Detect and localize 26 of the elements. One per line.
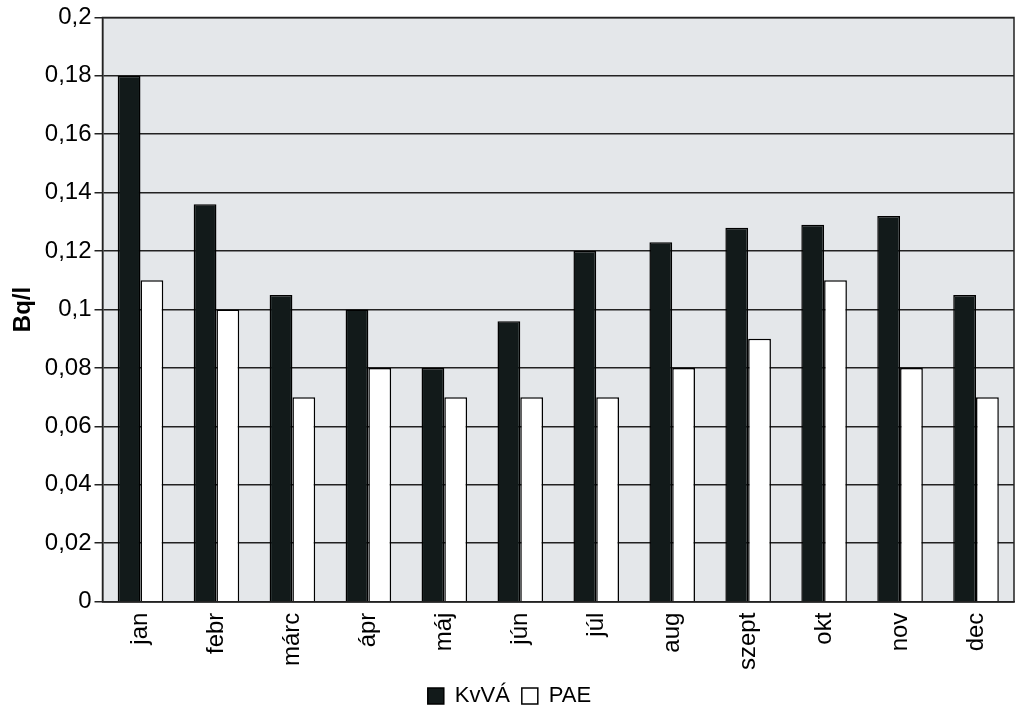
x-tick-label: júl xyxy=(580,612,608,638)
y-tick-label: 0,12 xyxy=(44,235,92,263)
y-tick-label: 0,06 xyxy=(44,410,92,438)
y-tick-label: 0,14 xyxy=(44,177,92,205)
x-tick-label: aug xyxy=(656,612,684,653)
y-tick-label: 0,04 xyxy=(44,469,92,497)
legend-label: KvVÁ xyxy=(454,682,511,708)
y-tick-label: 0 xyxy=(78,586,92,614)
x-tick-label: nov xyxy=(884,612,912,652)
x-tick-label: jún xyxy=(504,612,532,646)
legend-label: PAE xyxy=(548,682,592,708)
y-tick-label: 0,16 xyxy=(44,118,92,146)
x-tick-label: máj xyxy=(428,612,456,652)
y-tick-label: 0,2 xyxy=(58,2,92,30)
y-tick-label: 0,08 xyxy=(44,352,92,380)
x-tick-label: jan xyxy=(125,612,153,646)
x-tick-label: szept xyxy=(732,612,760,671)
y-axis-title: Bq/l xyxy=(8,286,36,333)
x-tick-label: febr xyxy=(201,612,229,654)
x-tick-label: okt xyxy=(808,612,836,645)
x-tick-label: dec xyxy=(960,612,988,652)
x-tick-label: márc xyxy=(277,612,305,666)
y-tick-label: 0,1 xyxy=(58,294,92,322)
x-tick-label: ápr xyxy=(352,612,380,648)
y-tick-label: 0,02 xyxy=(44,527,92,555)
y-tick-label: 0,18 xyxy=(44,60,92,88)
